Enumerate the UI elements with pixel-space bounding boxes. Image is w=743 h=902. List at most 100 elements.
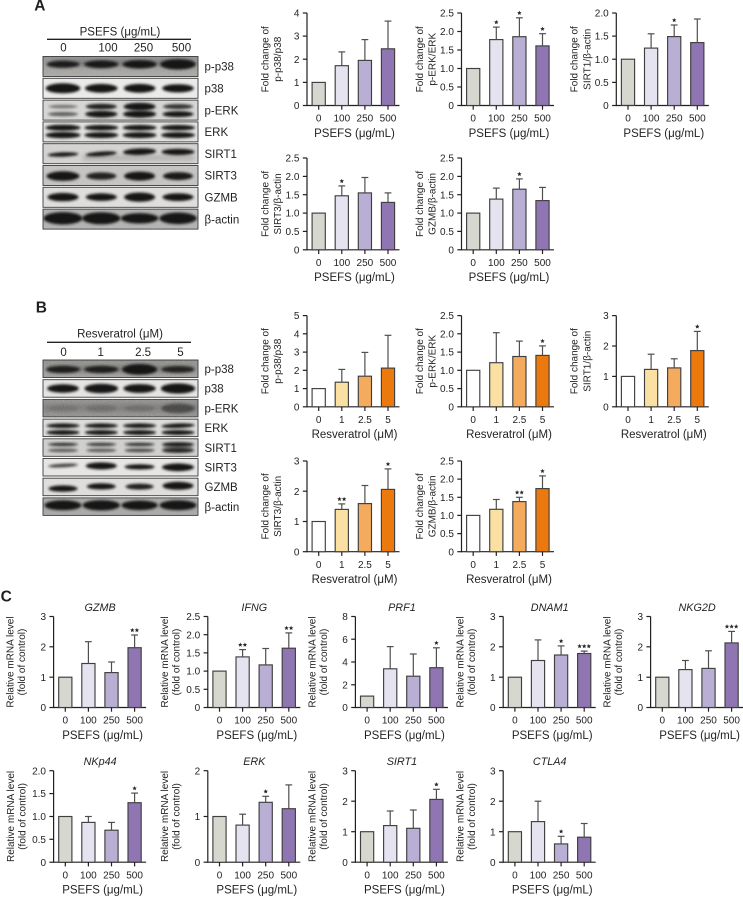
svg-text:(fold of control): (fold of control): [17, 783, 28, 850]
svg-text:5: 5: [540, 415, 546, 426]
svg-text:1: 1: [97, 347, 103, 359]
svg-text:500: 500: [126, 716, 143, 727]
svg-text:0: 0: [625, 114, 631, 125]
svg-text:0.5: 0.5: [32, 835, 46, 846]
svg-text:SIRT1: SIRT1: [387, 756, 417, 768]
svg-text:Fold change of: Fold change of: [260, 171, 271, 237]
svg-text:Relative mRNA level: Relative mRNA level: [6, 771, 17, 862]
svg-text:NKG2D: NKG2D: [678, 602, 715, 614]
svg-text:PSEFS (μg/mL): PSEFS (μg/mL): [469, 128, 550, 140]
svg-text:Fold change of: Fold change of: [260, 26, 271, 92]
svg-text:500: 500: [689, 114, 706, 125]
svg-text:1.0: 1.0: [440, 366, 454, 377]
svg-text:1.0: 1.0: [440, 209, 454, 220]
svg-text:3: 3: [342, 766, 348, 777]
svg-text:Fold change of: Fold change of: [415, 26, 426, 92]
svg-text:250: 250: [700, 716, 717, 727]
svg-text:1: 1: [339, 560, 345, 571]
svg-text:250: 250: [511, 114, 528, 125]
svg-text:PSEFS (μg/mL): PSEFS (μg/mL): [469, 272, 550, 284]
svg-text:2: 2: [490, 797, 496, 808]
svg-text:0: 0: [60, 43, 66, 55]
svg-text:p-ERK/ERK: p-ERK/ERK: [428, 33, 439, 86]
svg-text:0: 0: [294, 101, 300, 112]
svg-text:3: 3: [490, 612, 496, 623]
svg-text:100: 100: [488, 114, 505, 125]
svg-text:250: 250: [405, 870, 422, 881]
svg-text:1.5: 1.5: [186, 649, 200, 660]
svg-text:250: 250: [553, 870, 570, 881]
svg-text:500: 500: [576, 870, 593, 881]
svg-text:2.0: 2.0: [595, 9, 609, 20]
svg-text:0: 0: [490, 858, 496, 869]
svg-text:1: 1: [494, 560, 500, 571]
svg-text:0: 0: [342, 858, 348, 869]
svg-text:0: 0: [470, 415, 476, 426]
svg-text:1.5: 1.5: [595, 32, 609, 43]
svg-text:2: 2: [342, 797, 348, 808]
svg-text:250: 250: [553, 716, 570, 727]
svg-text:100: 100: [643, 114, 660, 125]
svg-text:1: 1: [294, 78, 300, 89]
svg-text:100: 100: [80, 870, 97, 881]
svg-text:Fold change of: Fold change of: [570, 26, 581, 92]
svg-text:SIRT1: SIRT1: [205, 443, 237, 455]
svg-text:PSEFS (μg/mL): PSEFS (μg/mL): [512, 885, 593, 897]
svg-text:0.5: 0.5: [440, 384, 454, 395]
svg-text:Relative mRNA level: Relative mRNA level: [160, 616, 171, 707]
svg-text:Fold change of: Fold change of: [415, 473, 426, 539]
svg-text:PSEFS (μg/mL): PSEFS (μg/mL): [216, 885, 297, 897]
svg-text:PSEFS (μg/mL): PSEFS (μg/mL): [216, 730, 297, 742]
svg-text:0: 0: [448, 245, 454, 256]
svg-text:100: 100: [333, 258, 350, 269]
svg-text:Resveratrol (μM): Resveratrol (μM): [621, 429, 707, 441]
svg-text:2.0: 2.0: [440, 329, 454, 340]
svg-text:PSEFS (μg/mL): PSEFS (μg/mL): [659, 730, 740, 742]
svg-text:3: 3: [294, 348, 300, 359]
svg-text:2: 2: [603, 342, 609, 353]
svg-text:2: 2: [490, 642, 496, 653]
svg-text:5: 5: [695, 415, 701, 426]
svg-text:1: 1: [195, 812, 201, 823]
svg-text:3: 3: [603, 311, 609, 322]
svg-text:1: 1: [294, 384, 300, 395]
svg-text:2.5: 2.5: [440, 9, 454, 20]
svg-text:A: A: [34, 0, 45, 15]
svg-text:Relative mRNA level: Relative mRNA level: [455, 616, 466, 707]
svg-text:1.0: 1.0: [186, 667, 200, 678]
svg-text:100: 100: [98, 43, 117, 55]
svg-text:100: 100: [488, 258, 505, 269]
svg-text:1.0: 1.0: [595, 55, 609, 66]
svg-text:2: 2: [294, 55, 300, 66]
svg-text:1.5: 1.5: [440, 190, 454, 201]
svg-text:0.5: 0.5: [595, 78, 609, 89]
svg-text:0.5: 0.5: [440, 83, 454, 94]
svg-text:2: 2: [195, 766, 201, 777]
svg-text:2.5: 2.5: [440, 457, 454, 468]
svg-text:SIRT1/β-actin: SIRT1/β-actin: [582, 29, 593, 90]
svg-text:(fold of control): (fold of control): [171, 783, 182, 850]
svg-text:2.5: 2.5: [358, 415, 372, 426]
svg-text:1: 1: [40, 673, 46, 684]
svg-text:0: 0: [63, 716, 69, 727]
svg-text:SIRT3: SIRT3: [205, 171, 237, 183]
svg-text:CTLA4: CTLA4: [533, 756, 567, 768]
svg-text:3: 3: [40, 612, 46, 623]
svg-text:250: 250: [666, 114, 683, 125]
svg-text:C: C: [1, 588, 12, 605]
svg-text:PSEFS (μg/mL): PSEFS (μg/mL): [62, 730, 143, 742]
svg-text:1.0: 1.0: [440, 511, 454, 522]
svg-text:Resveratrol (μM): Resveratrol (μM): [312, 574, 398, 586]
svg-text:Relative mRNA level: Relative mRNA level: [6, 616, 17, 707]
svg-text:0: 0: [294, 402, 300, 413]
svg-text:SIRT3: SIRT3: [205, 462, 237, 474]
svg-text:0: 0: [316, 560, 322, 571]
svg-text:0: 0: [294, 547, 300, 558]
svg-text:Fold change of: Fold change of: [260, 473, 271, 539]
svg-text:ERK: ERK: [243, 756, 266, 768]
svg-text:0: 0: [195, 858, 201, 869]
svg-text:B: B: [36, 299, 47, 316]
svg-text:0: 0: [364, 716, 370, 727]
svg-text:0: 0: [40, 703, 46, 714]
svg-text:2.5: 2.5: [358, 560, 372, 571]
